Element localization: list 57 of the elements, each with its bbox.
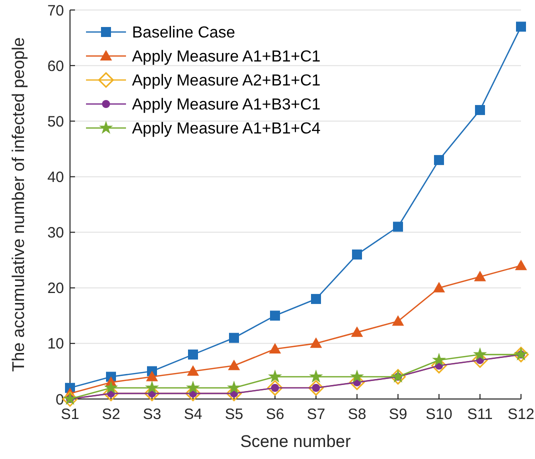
- point: [392, 315, 404, 326]
- x-tick-label: S3: [142, 406, 162, 423]
- x-tick-label: S8: [348, 406, 366, 423]
- point: [187, 365, 199, 376]
- legend-label: Apply Measure A1+B1+C1: [132, 48, 321, 66]
- y-tick-label: 40: [47, 168, 64, 186]
- point: [350, 369, 364, 383]
- legend-label: Baseline Case: [132, 24, 236, 42]
- x-axis-title: Scene number: [240, 432, 352, 451]
- y-tick-label: 0: [56, 391, 64, 408]
- x-tick-label: S10: [426, 406, 452, 423]
- point: [433, 282, 445, 292]
- point: [352, 250, 362, 260]
- point: [475, 105, 485, 116]
- point: [268, 369, 282, 383]
- point: [516, 22, 526, 32]
- y-tick-label: 60: [47, 58, 64, 75]
- x-tick-label: S11: [467, 406, 493, 423]
- point: [146, 370, 158, 382]
- y-tick-label: 50: [47, 113, 64, 130]
- y-tick-label: 20: [47, 280, 64, 298]
- point: [351, 326, 363, 337]
- y-tick-label: 10: [47, 336, 64, 353]
- legend-label: Apply Measure A1+B1+C4: [132, 120, 321, 138]
- point: [393, 222, 403, 232]
- x-tick-label: S7: [306, 406, 326, 423]
- y-tick-label: 30: [47, 224, 64, 242]
- point: [227, 380, 241, 394]
- point: [104, 380, 118, 394]
- legend-label: Apply Measure A1+B3+C1: [132, 96, 321, 114]
- legend-label: Apply Measure A2+B1+C1: [132, 72, 321, 90]
- point: [309, 369, 323, 383]
- x-tick-label: S2: [102, 406, 120, 423]
- point: [229, 332, 239, 343]
- point: [267, 380, 283, 396]
- y-tick-label: 70: [47, 2, 64, 20]
- y-axis-title: The accumulative number of infected people: [9, 37, 28, 372]
- point: [270, 310, 280, 321]
- point: [145, 380, 159, 394]
- point: [473, 347, 487, 360]
- x-tick-label: S4: [184, 406, 202, 423]
- point: [311, 294, 321, 304]
- point: [434, 155, 444, 166]
- point: [432, 352, 446, 366]
- point: [228, 360, 240, 370]
- point: [515, 260, 527, 270]
- x-tick-label: S5: [224, 406, 244, 423]
- point: [186, 380, 200, 394]
- point: [188, 350, 198, 360]
- x-tick-label: S6: [266, 406, 284, 423]
- point: [308, 380, 324, 396]
- x-tick-label: S12: [508, 406, 534, 423]
- point: [269, 342, 281, 354]
- x-tick-label: S9: [388, 406, 408, 423]
- point: [310, 337, 322, 348]
- point: [474, 270, 486, 282]
- x-tick-label: S1: [60, 406, 80, 423]
